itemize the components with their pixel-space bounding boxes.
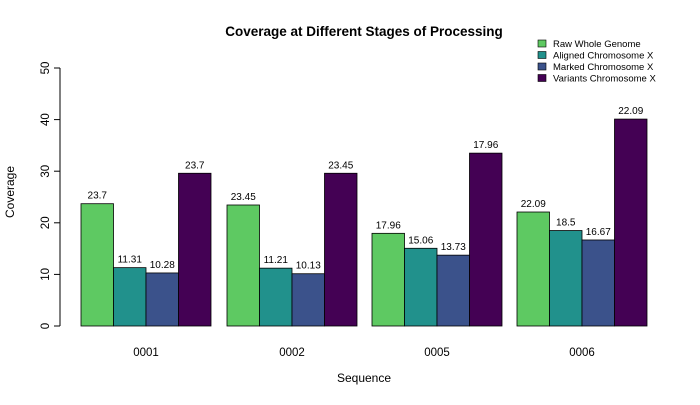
bar-value-label: 10.13 [296, 261, 321, 272]
x-tick-label: 0006 [569, 347, 595, 359]
bar [226, 204, 260, 327]
bar-value-label: 23.45 [328, 160, 353, 171]
legend-swatch [537, 62, 547, 71]
bar [259, 267, 293, 327]
y-tick-label: 0 [40, 323, 52, 329]
bar-value-label: 23.7 [88, 191, 108, 202]
y-axis: 0 10 20 30 40 50 [40, 62, 61, 329]
bar [324, 172, 358, 327]
bar-value-label: 15.06 [408, 235, 433, 246]
bar [145, 272, 179, 327]
bar [581, 239, 615, 327]
bar-value-label: 10.28 [150, 260, 175, 271]
bar-value-label: 13.73 [441, 242, 466, 253]
y-tick-label: 20 [40, 216, 52, 229]
bar-value-label: 11.31 [118, 255, 143, 266]
legend-label: Aligned Chromosome X [553, 51, 654, 62]
legend-label: Variants Chromosome X [553, 74, 656, 85]
bar [549, 230, 583, 327]
legend-label: Marked Chromosome X [553, 62, 654, 73]
bar-value-label: 16.67 [586, 227, 611, 238]
bar [436, 254, 470, 327]
bar-value-label: 17.96 [376, 220, 401, 231]
legend-swatch [537, 74, 547, 82]
bar-value-label: 23.45 [231, 192, 256, 203]
bar [516, 211, 550, 327]
chart-title: Coverage at Different Stages of Processi… [225, 24, 503, 39]
x-axis-label: Sequence [337, 371, 391, 385]
bar [404, 247, 438, 327]
y-tick-label: 50 [40, 62, 52, 75]
bar-value-label: 17.96 [473, 140, 498, 151]
bar-value-label: 23.7 [185, 160, 205, 171]
y-tick-label: 30 [40, 165, 52, 178]
x-tick-label: 0001 [133, 347, 159, 359]
bar [178, 172, 212, 327]
bars: 23.7 11.31 10.28 23.7 23.45 11.21 10.13 23.45 17… [80, 106, 648, 327]
y-axis-label: Coverage [3, 166, 17, 218]
bar [291, 273, 325, 327]
bar-value-label: 11.21 [264, 255, 289, 266]
bar [614, 118, 648, 327]
bar-value-label: 18.5 [556, 218, 576, 229]
bar-value-label: 22.09 [618, 106, 643, 117]
x-axis: 0001 0002 0005 0006 [133, 347, 595, 359]
legend-swatch [537, 39, 547, 48]
bar [113, 267, 147, 327]
x-tick-label: 0002 [279, 347, 305, 359]
x-tick-label: 0005 [424, 347, 450, 359]
legend-label: Raw Whole Genome [553, 39, 641, 50]
bar [371, 232, 405, 327]
y-tick-label: 10 [40, 268, 52, 281]
bar [80, 203, 114, 327]
bar-value-label: 22.09 [521, 199, 546, 210]
legend-swatch [537, 51, 547, 59]
bar [469, 152, 503, 327]
y-tick-label: 40 [40, 113, 52, 126]
